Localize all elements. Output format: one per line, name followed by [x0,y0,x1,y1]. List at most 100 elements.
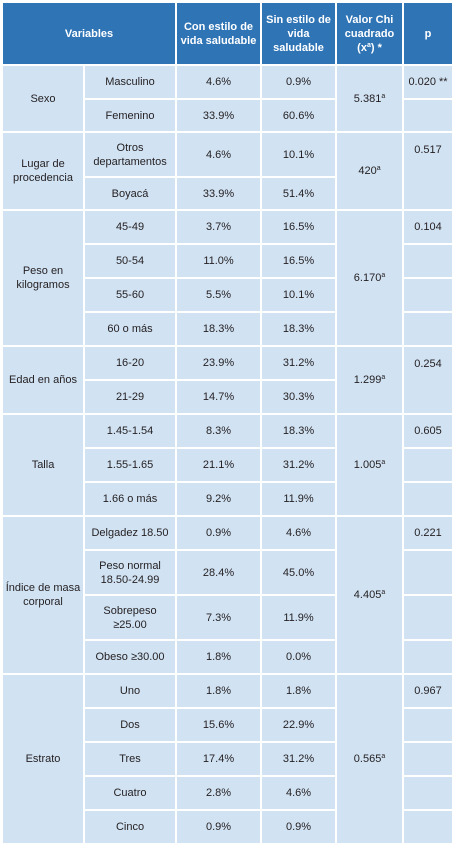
category-cell: Cuatro [82,775,178,811]
category-cell: 1.45-1.54 [82,413,178,449]
table-row: Sobrepeso ≥25.00 7.3% 11.9% [2,594,453,641]
table-row: Lugar de procedencia Otros departamentos… [1,131,453,211]
con-estilo-cell: 2.8% [175,775,263,811]
sin-estilo-cell: 10.1% [260,277,338,313]
table-row: 55-60 5.5% 10.1% [2,277,453,313]
chi-superscript: a [381,272,386,279]
con-estilo-cell: 9.2% [175,481,263,517]
sin-estilo-cell: 60.6% [260,98,338,133]
header-p: p [402,1,453,66]
con-estilo-cell: 3.7% [175,209,263,245]
chi-superscript: a [381,374,386,381]
chi-cell: 1.299a [335,345,405,415]
category-cell: Tres [82,741,178,777]
p-value-cell: 0.020 ** [402,64,453,100]
category-cell: Femenino [82,98,178,133]
header-con-estilo: Con estilo de vida saludable [175,1,263,66]
sin-estilo-cell: 4.6% [260,775,338,811]
sin-estilo-cell: 31.2% [260,447,338,483]
con-estilo-cell: 33.9% [175,98,263,133]
results-table: Variables Con estilo de vida saludable S… [0,1,453,845]
con-estilo-cell: 0.9% [175,515,263,551]
table-row: Talla 1.45-1.54 8.3% 18.3% 1.005a 0.605 [1,413,453,517]
table-row: Tres 17.4% 31.2% [2,741,453,777]
group-label: Edad en años [1,345,85,415]
table-row: Femenino 33.9% 60.6% [2,98,453,133]
category-cell: Delgadez 18.50 [82,515,178,551]
sin-estilo-cell: 18.3% [260,413,338,449]
con-estilo-cell: 18.3% [175,311,263,347]
empty-cell [402,741,453,777]
chi-value: 1.005 [353,459,382,471]
sin-estilo-cell: 16.5% [260,209,338,245]
chi-superscript: a [381,92,386,100]
table-row: Obeso ≥30.00 1.8% 0.0% [2,639,453,675]
p-value-cell: 0.517 [402,131,453,211]
empty-cell [402,639,453,675]
sin-estilo-cell: 11.9% [260,481,338,517]
chi-cell: 1.005a [335,413,405,517]
sin-estilo-cell: 1.8% [260,673,338,709]
con-estilo-cell: 23.9% [175,345,263,381]
category-cell: Boyacá [82,176,178,211]
chi-value: 1.299 [353,374,382,386]
table-row: Dos 15.6% 22.9% [2,707,453,743]
con-estilo-cell: 15.6% [175,707,263,743]
sin-estilo-cell: 45.0% [260,549,338,596]
sin-estilo-cell: 22.9% [260,707,338,743]
sin-estilo-cell: 51.4% [260,176,338,211]
category-cell: Masculino [82,64,178,100]
header-sin-estilo: Sin estilo de vida saludable [260,1,338,66]
chi-cell: 4.405a [335,515,405,675]
table-row: Peso en kilogramos 45-49 3.7% 16.5% 6.17… [1,209,453,347]
sin-estilo-cell: 31.2% [260,345,338,381]
sin-estilo-cell: 0.9% [260,64,338,100]
table-row: Sexo Masculino 4.6% 0.9% 5.381a 0.020 ** [1,64,453,133]
table-row: Cuatro 2.8% 4.6% [2,775,453,811]
sin-estilo-cell: 11.9% [260,594,338,641]
category-cell: Peso normal 18.50-24.99 [82,549,178,596]
category-cell: Otros departamentos [82,131,178,178]
group-label: Talla [1,413,85,517]
chi-cell: 5.381a [335,64,405,133]
empty-cell [402,549,453,596]
sin-estilo-cell: 0.0% [260,639,338,675]
chi-value: 0.565 [353,753,382,765]
sin-estilo-cell: 30.3% [260,379,338,415]
empty-cell [402,243,453,279]
empty-cell [402,707,453,743]
category-cell: Cinco [82,809,178,845]
table-row: Peso normal 18.50-24.99 28.4% 45.0% [2,549,453,596]
chi-value: 4.405 [353,589,382,601]
header-chi-text: Valor Chi cuadrado (x [344,13,395,54]
header-variables: Variables [0,1,178,66]
empty-cell [402,594,453,641]
chi-cell: 420a [335,131,405,211]
table-row: 1.55-1.65 21.1% 31.2% [2,447,453,483]
con-estilo-cell: 21.1% [175,447,263,483]
chi-value: 420 [358,165,377,177]
group-label: Sexo [1,64,85,133]
group-label: Estrato [1,673,85,845]
group-label: Lugar de procedencia [1,131,85,211]
con-estilo-cell: 33.9% [175,176,263,211]
category-cell: Uno [82,673,178,709]
sin-estilo-cell: 4.6% [260,515,338,551]
header-chi-suffix: ) * [370,41,382,54]
con-estilo-cell: 5.5% [175,277,263,313]
empty-cell [402,481,453,517]
category-cell: Sobrepeso ≥25.00 [82,594,178,641]
p-value-cell: 0.221 [402,515,453,551]
empty-cell [402,277,453,313]
category-cell: 45-49 [82,209,178,245]
con-estilo-cell: 14.7% [175,379,263,415]
table-row: 21-29 14.7% 30.3% [2,379,453,415]
category-cell: 16-20 [82,345,178,381]
p-value-cell: 0.104 [402,209,453,245]
con-estilo-cell: 8.3% [175,413,263,449]
table-row: Boyacá 33.9% 51.4% [2,176,453,211]
empty-cell [402,809,453,845]
sin-estilo-cell: 31.2% [260,741,338,777]
chi-superscript: a [381,753,386,760]
con-estilo-cell: 7.3% [175,594,263,641]
